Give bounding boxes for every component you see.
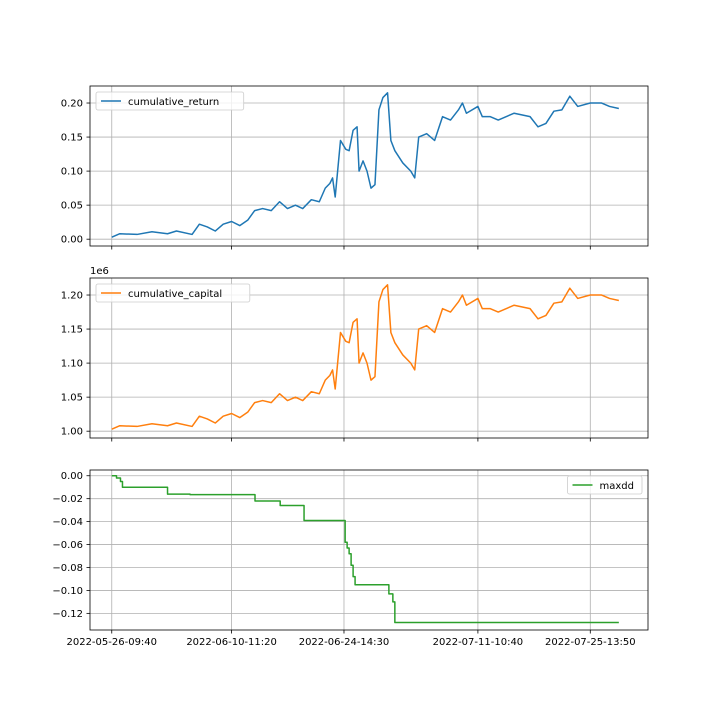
x-tick-label: 2022-06-10-11:20: [186, 637, 277, 648]
x-tick-label: 2022-05-26-09:40: [66, 637, 157, 648]
y-tick-label: −0.02: [52, 494, 83, 505]
y-tick-label: 0.00: [61, 471, 83, 482]
subplot-1: 0.00 0.05 0.10 0.15 0.20 cumulative_return: [61, 85, 649, 250]
series-line-maxdd: [111, 474, 619, 624]
series-line-cumulative-capital: [111, 284, 620, 430]
y-tick-label: −0.06: [52, 540, 83, 551]
legend-box: [95, 91, 245, 111]
y-tick-label: −0.08: [52, 563, 83, 574]
y-tick-label: −0.12: [52, 609, 83, 620]
legend: cumulative_capital: [95, 283, 251, 303]
y-tick-label: 1.00: [61, 427, 83, 438]
legend: maxdd: [567, 475, 643, 495]
x-tick-label: 2022-07-11-10:40: [433, 637, 524, 648]
y-tick-label: 0.15: [61, 133, 83, 144]
axes-frame: [89, 85, 649, 247]
legend-box: [567, 475, 643, 495]
y-tick-label: 1.05: [61, 393, 83, 404]
legend-label: cumulative_capital: [128, 289, 222, 300]
series-line-cumulative-return: [111, 92, 620, 238]
y-tick-label: 1.20: [61, 291, 83, 302]
legend-box: [95, 283, 251, 303]
y-tick-label: 1.15: [61, 325, 83, 336]
axes-frame: [89, 277, 649, 439]
y-tick-label: 0.20: [61, 99, 83, 110]
legend: cumulative_return: [95, 91, 245, 111]
y-offset-text: 1e6: [90, 266, 109, 277]
axes-group: 0.00 0.05 0.10 0.15 0.20 cumulative_return 1.0…: [52, 85, 649, 648]
legend-label: maxdd: [600, 481, 634, 492]
y-tick-label: 1.10: [61, 359, 83, 370]
y-tick-label: 0.00: [61, 235, 83, 246]
y-tick-label: 0.05: [61, 201, 83, 212]
legend-label: cumulative_return: [128, 97, 219, 108]
y-tick-label: 0.10: [61, 167, 83, 178]
y-tick-label: −0.04: [52, 517, 83, 528]
axes-frame: [89, 469, 649, 631]
x-tick-label: 2022-07-25-13:50: [545, 637, 636, 648]
subplot-3: 2022-05-26-09:40 2022-06-10-11:20 2022-06-…: [52, 469, 649, 648]
subplot-2: 1.00 1.05 1.10 1.15 1.20 1e6 cumulative_capita…: [61, 266, 649, 442]
y-tick-label: −0.10: [52, 586, 83, 597]
x-tick-label: 2022-06-24-14:30: [299, 637, 390, 648]
